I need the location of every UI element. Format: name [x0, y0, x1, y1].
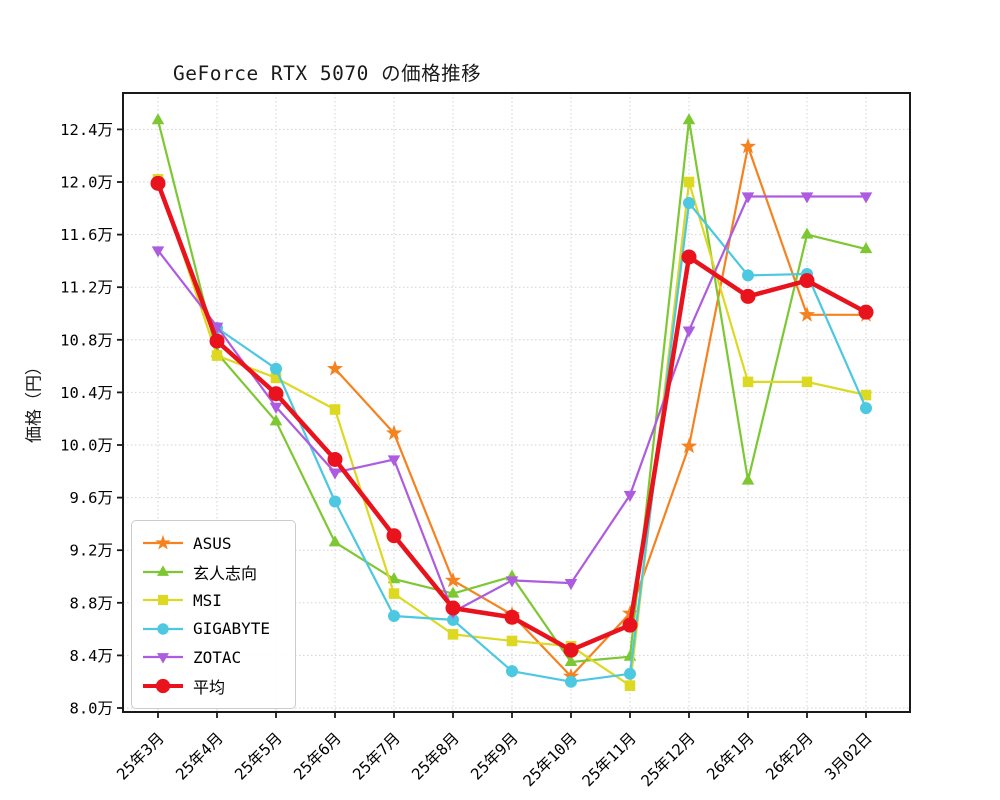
x-tick-label: 25年11月 [579, 729, 640, 790]
x-tick-label: 26年2月 [762, 729, 816, 783]
legend-label-heikin: 平均 [193, 677, 226, 697]
legend-item-asus[interactable]: ASUS [142, 530, 285, 557]
y-tick-label: 8.8万 [70, 594, 114, 612]
y-tick-label: 12.0万 [60, 174, 113, 192]
legend-swatch-zotac-triangle-down-icon [143, 653, 183, 664]
x-tick-label: 25年9月 [467, 729, 521, 783]
x-tick-label: 25年12月 [638, 729, 699, 790]
legend-label-asus: ASUS [193, 533, 232, 553]
legend-item-zotac[interactable]: ZOTAC [142, 644, 285, 671]
series-ZOTAC [151, 192, 873, 620]
y-tick-label: 9.2万 [70, 542, 114, 560]
legend-item-kuroutoshikou[interactable]: 玄人志向 [142, 558, 285, 585]
legend-item-msi[interactable]: MSI [142, 587, 285, 614]
legend-swatch-gigabyte-circle-icon [143, 623, 183, 635]
legend-item-gigabyte[interactable]: GIGABYTE [142, 615, 285, 642]
x-tick-label: 25年5月 [231, 729, 285, 783]
y-tick-label: 10.0万 [60, 437, 113, 455]
y-tick-label: 10.8万 [60, 331, 113, 349]
y-tick-label: 8.0万 [70, 700, 114, 718]
legend-swatch-msi-square-icon [143, 595, 183, 606]
chart-title: GeForce RTX 5070 の価格推移 [173, 62, 482, 85]
x-tick-label: 25年4月 [172, 729, 226, 783]
legend-swatch-heikin-circle-icon [143, 678, 183, 693]
legend-swatch-asus-star-icon [143, 535, 183, 550]
series-平均 [150, 175, 874, 658]
plot-border [122, 92, 911, 713]
legend-swatch-kuroutoshikou-triangle-icon [143, 565, 183, 576]
x-tick-label: 25年6月 [290, 729, 344, 783]
series-GIGABYTE [211, 197, 872, 688]
y-tick-label: 11.2万 [60, 279, 113, 297]
y-tick-label: 12.4万 [60, 121, 113, 139]
legend-label-msi: MSI [193, 590, 222, 610]
y-tick-label: 9.6万 [70, 489, 114, 507]
legend-item-heikin[interactable]: 平均 [142, 672, 285, 699]
x-tick-label: 25年8月 [408, 729, 462, 783]
legend-label-zotac: ZOTAC [193, 647, 242, 667]
y-tick-label: 8.4万 [70, 647, 114, 665]
x-tick-label: 25年10月 [520, 729, 581, 790]
y-tick-label: 11.6万 [60, 226, 113, 244]
x-tick-label: 25年7月 [349, 729, 403, 783]
x-tick-label: 25年3月 [113, 729, 167, 783]
series-ASUS [326, 138, 875, 684]
x-tick-label: 26年1月 [703, 729, 757, 783]
legend: ASUS 玄人志向 MSI GIGABYTE ZOTAC 平均 [131, 520, 296, 709]
legend-label-kuroutoshikou: 玄人志向 [193, 563, 258, 583]
y-axis-label: 価格（円） [24, 358, 45, 443]
y-tick-label: 10.4万 [60, 384, 113, 402]
legend-label-gigabyte: GIGABYTE [193, 619, 271, 639]
x-tick-label: 3月02日 [821, 729, 875, 783]
